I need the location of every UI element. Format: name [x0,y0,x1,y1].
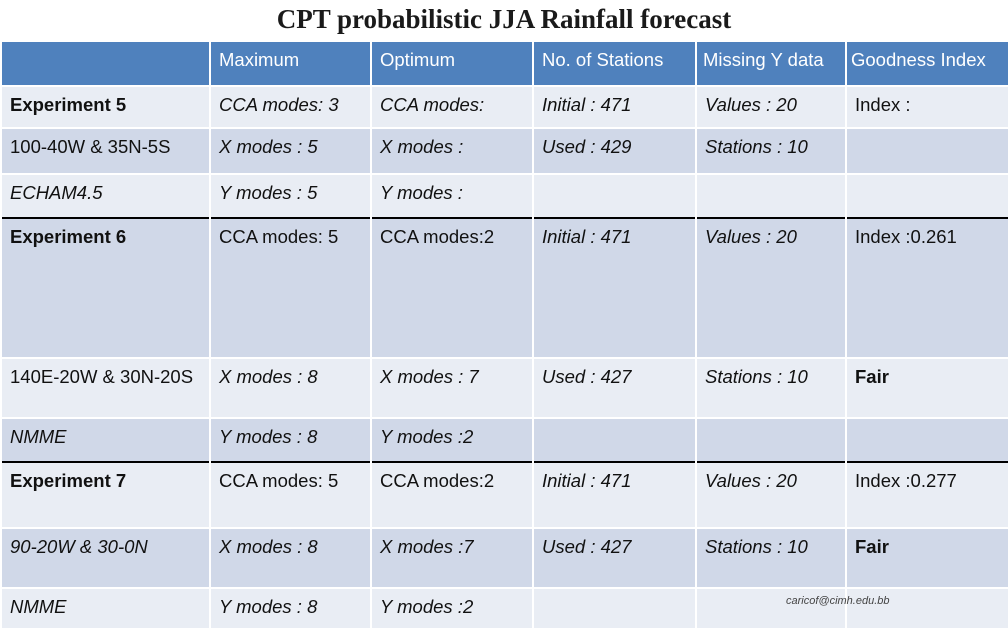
table-row: ECHAM4.5 Y modes : 5 Y modes : [0,173,1008,218]
cell-stations: Used : 427 [532,527,697,588]
cell-missing [695,417,847,462]
title-bar: CPT probabilistic JJA Rainfall forecast [0,0,1008,42]
cell-missing [695,173,847,218]
cell-optimum: Y modes : [370,173,534,218]
cell-optimum: Y modes :2 [370,417,534,462]
cell-goodness: Index :0.277 [845,461,1008,528]
cell-goodness [845,417,1008,462]
cell-goodness: Index : [845,85,1008,128]
cell-missing: Stations : 10 [695,127,847,174]
cell-maximum: Y modes : 8 [209,587,372,628]
cell-stations: Used : 427 [532,357,697,418]
header-stations: No. of Stations [532,42,697,86]
footer-email: caricof@cimh.edu.bb [786,595,890,607]
cell-goodness [845,127,1008,174]
cell-maximum: Y modes : 5 [209,173,372,218]
cell-stations [532,417,697,462]
table-row: 140E-20W & 30N-20S X modes : 8 X modes :… [0,357,1008,418]
experiment-domain: 90-20W & 30-0N [0,527,211,588]
cell-optimum: CCA modes:2 [370,461,534,528]
cell-optimum: X modes : 7 [370,357,534,418]
cell-missing: Values : 20 [695,217,847,358]
cell-optimum: Y modes :2 [370,587,534,628]
experiment-model: NMME [0,587,211,628]
experiment-domain: 100-40W & 35N-5S [0,127,211,174]
cell-stations: Initial : 471 [532,217,697,358]
goodness-rating: Fair [845,357,1008,418]
cell-stations [532,173,697,218]
experiment-domain: 140E-20W & 30N-20S [0,357,211,418]
table-row: Experiment 5 CCA modes: 3 CCA modes: Ini… [0,85,1008,128]
cell-maximum: X modes : 5 [209,127,372,174]
cell-missing: Stations : 10 [695,357,847,418]
cell-maximum: X modes : 8 [209,527,372,588]
experiment-model: NMME [0,417,211,462]
header-cell-empty [0,42,211,86]
experiment-name: Experiment 6 [0,217,211,358]
cell-goodness [845,587,1008,628]
goodness-rating: Fair [845,527,1008,588]
cell-maximum: CCA modes: 5 [209,217,372,358]
table-row: NMME Y modes : 8 Y modes :2 [0,587,1008,628]
experiment-name: Experiment 5 [0,85,211,128]
header-maximum: Maximum [209,42,372,86]
cell-optimum: X modes : [370,127,534,174]
header-row: Maximum Optimum No. of Stations Missing … [0,42,1008,86]
cell-optimum: CCA modes:2 [370,217,534,358]
cell-stations [532,587,697,628]
slide-title: CPT probabilistic JJA Rainfall forecast [276,4,732,34]
cell-maximum: X modes : 8 [209,357,372,418]
cell-goodness: Index :0.261 [845,217,1008,358]
cell-stations: Initial : 471 [532,85,697,128]
table-row: 100-40W & 35N-5S X modes : 5 X modes : U… [0,127,1008,174]
experiment-model: ECHAM4.5 [0,173,211,218]
table-row: NMME Y modes : 8 Y modes :2 [0,417,1008,462]
cell-stations: Initial : 471 [532,461,697,528]
cell-goodness [845,173,1008,218]
cell-stations: Used : 429 [532,127,697,174]
cell-maximum: CCA modes: 5 [209,461,372,528]
cell-missing: Values : 20 [695,85,847,128]
cell-maximum: CCA modes: 3 [209,85,372,128]
experiment-name: Experiment 7 [0,461,211,528]
table-row: Experiment 7 CCA modes: 5 CCA modes:2 In… [0,461,1008,528]
cell-missing: Values : 20 [695,461,847,528]
forecast-table: Maximum Optimum No. of Stations Missing … [0,42,1008,628]
cell-optimum: X modes :7 [370,527,534,588]
header-missing-y: Missing Y data [695,42,847,86]
header-optimum: Optimum [370,42,534,86]
cell-missing [695,587,847,628]
table-row: Experiment 6 CCA modes: 5 CCA modes:2 In… [0,217,1008,358]
header-goodness: Goodness Index [845,42,1008,86]
cell-optimum: CCA modes: [370,85,534,128]
table-row: 90-20W & 30-0N X modes : 8 X modes :7 Us… [0,527,1008,588]
cell-missing: Stations : 10 [695,527,847,588]
cell-maximum: Y modes : 8 [209,417,372,462]
